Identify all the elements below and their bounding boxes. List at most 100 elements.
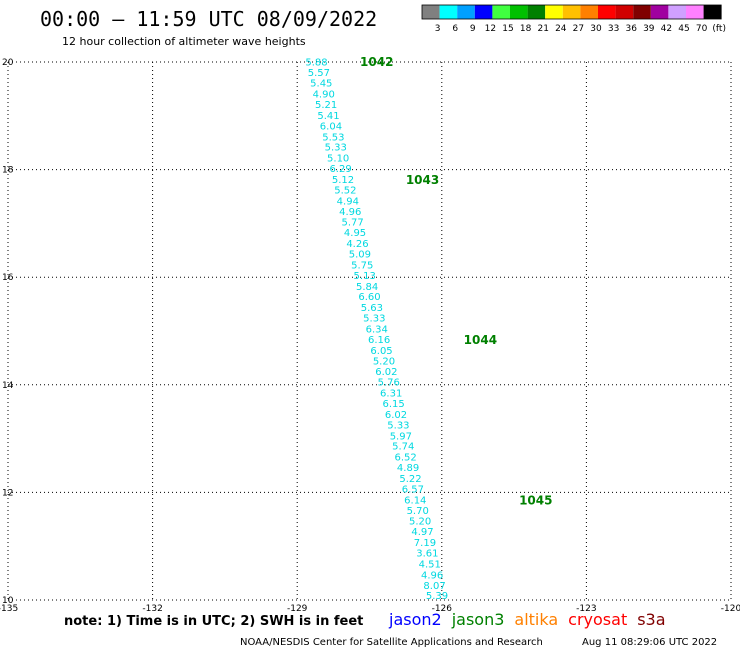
colorbar-label: 12: [485, 24, 496, 34]
footer-credit: NOAA/NESDIS Center for Satellite Applica…: [240, 637, 543, 648]
swh-label: 5.33: [363, 314, 385, 325]
swh-label: 6.05: [370, 346, 392, 357]
colorbar-label: 6: [452, 24, 458, 34]
colorbar-label: 36: [625, 24, 637, 34]
x-tick-label: -135: [0, 604, 18, 614]
swh-label: 5.20: [409, 516, 431, 527]
colorbar-swatch: [615, 5, 634, 19]
swh-label: 7.19: [414, 538, 436, 549]
swh-label: 4.90: [313, 89, 335, 100]
colorbar-swatch: [492, 5, 510, 19]
swh-label: 5.57: [308, 68, 330, 79]
colorbar-swatch: [580, 5, 598, 19]
y-tick-label: 10: [2, 596, 14, 606]
swh-label: 3.61: [416, 549, 438, 560]
colorbar-swatch: [527, 5, 546, 19]
colorbar-label: 42: [661, 24, 672, 34]
colorbar-swatch: [650, 5, 669, 19]
swh-label: 6.02: [385, 410, 407, 421]
colorbar-swatch: [439, 5, 458, 19]
plot-area: -135 -132 -129 -126 -123 -120 10 12 14 16 18 20 5.88…: [0, 55, 740, 614]
swh-label: 5.76: [378, 378, 400, 389]
swh-label: 5.63: [361, 303, 383, 314]
colorbar-swatch: [703, 5, 722, 19]
colorbar-label: 27: [573, 24, 584, 34]
swh-label: 6.16: [368, 335, 390, 346]
pass-label: 1045: [519, 493, 552, 507]
swh-label: 5.33: [387, 421, 409, 432]
swh-label: 6.29: [329, 164, 351, 175]
swh-label: 5.70: [407, 506, 429, 517]
colorbar-swatch: [422, 5, 440, 19]
colorbar-label: 45: [678, 24, 689, 34]
colorbar-swatch: [457, 5, 475, 19]
swh-label: 5.20: [373, 357, 395, 368]
swh-label: 4.94: [337, 196, 359, 207]
colorbar-label: 30: [590, 24, 602, 34]
swh-label: 5.52: [334, 186, 356, 197]
y-tick-label: 16: [2, 273, 14, 283]
satellite-legend: jason2 jason3 altika cryosat s3a: [388, 610, 666, 629]
y-tick-label: 18: [2, 166, 14, 176]
chart-title: 00:00 – 11:59 UTC 08/09/2022: [40, 7, 377, 31]
swh-label: 6.34: [366, 324, 388, 335]
swh-label: 6.31: [380, 388, 402, 399]
swh-label: 5.39: [426, 591, 448, 602]
footer-timestamp: Aug 11 08:29:06 UTC 2022: [582, 637, 717, 648]
x-tick-label: -120: [721, 604, 740, 614]
swh-label: 4.96: [339, 207, 361, 218]
y-tick-label: 12: [2, 488, 13, 498]
swh-label: 5.45: [310, 79, 332, 90]
swh-label: 5.53: [322, 132, 344, 143]
satellite-legend-item: cryosat: [568, 610, 627, 629]
colorbar-swatch: [668, 5, 686, 19]
swh-label: 6.14: [404, 495, 426, 506]
y-tick-label: 14: [2, 381, 14, 391]
satellite-legend-item: s3a: [637, 610, 665, 629]
x-tick-label: -132: [142, 604, 162, 614]
swh-label: 5.74: [392, 442, 414, 453]
colorbar-swatch: [510, 5, 528, 19]
swh-label: 6.02: [375, 367, 397, 378]
pass-label: 1044: [464, 333, 497, 347]
swh-label: 5.21: [315, 100, 337, 111]
swh-label: 5.10: [327, 153, 349, 164]
swh-label: 5.88: [305, 58, 327, 69]
satellite-legend-item: altika: [514, 610, 558, 629]
swh-label: 5.75: [351, 260, 373, 271]
colorbar-swatch: [686, 5, 704, 19]
swh-label: 5.22: [399, 474, 421, 485]
swh-label: 5.41: [317, 111, 339, 122]
swh-label: 4.26: [346, 239, 368, 250]
swh-label: 5.09: [349, 250, 371, 261]
colorbar-swatch: [474, 5, 493, 19]
colorbar-swatch: [598, 5, 616, 19]
swh-label: 4.89: [397, 463, 419, 474]
swh-label: 5.33: [325, 143, 347, 154]
swh-label: 4.96: [421, 570, 443, 581]
satellite-legend-item: jason2: [388, 610, 442, 629]
colorbar-label: 70: [696, 24, 708, 34]
colorbar-label: 9: [470, 24, 476, 34]
swh-label: 5.77: [341, 217, 363, 228]
colorbar-label: 3: [435, 24, 441, 34]
colorbar-label: 15: [502, 24, 513, 34]
satellite-legend-item: jason3: [451, 610, 505, 629]
colorbar-swatch: [633, 5, 651, 19]
x-tick-label: -129: [287, 604, 308, 614]
swh-label: 5.13: [354, 271, 376, 282]
swh-label: 6.15: [382, 399, 404, 410]
footer-note: note: 1) Time is in UTC; 2) SWH is in fe…: [64, 614, 363, 629]
swh-label: 6.60: [358, 292, 380, 303]
y-tick-label: 20: [2, 58, 14, 68]
colorbar-label: 18: [520, 24, 532, 34]
colorbar-frame: [421, 4, 722, 20]
colorbar-label: 21: [537, 24, 548, 34]
colorbar-label: 33: [608, 24, 619, 34]
swh-label: 4.95: [344, 228, 366, 239]
swh-label: 6.04: [320, 122, 342, 133]
colorbar-swatch: [562, 5, 581, 19]
swh-label: 4.51: [419, 559, 441, 570]
colorbar-label: 39: [643, 24, 655, 34]
